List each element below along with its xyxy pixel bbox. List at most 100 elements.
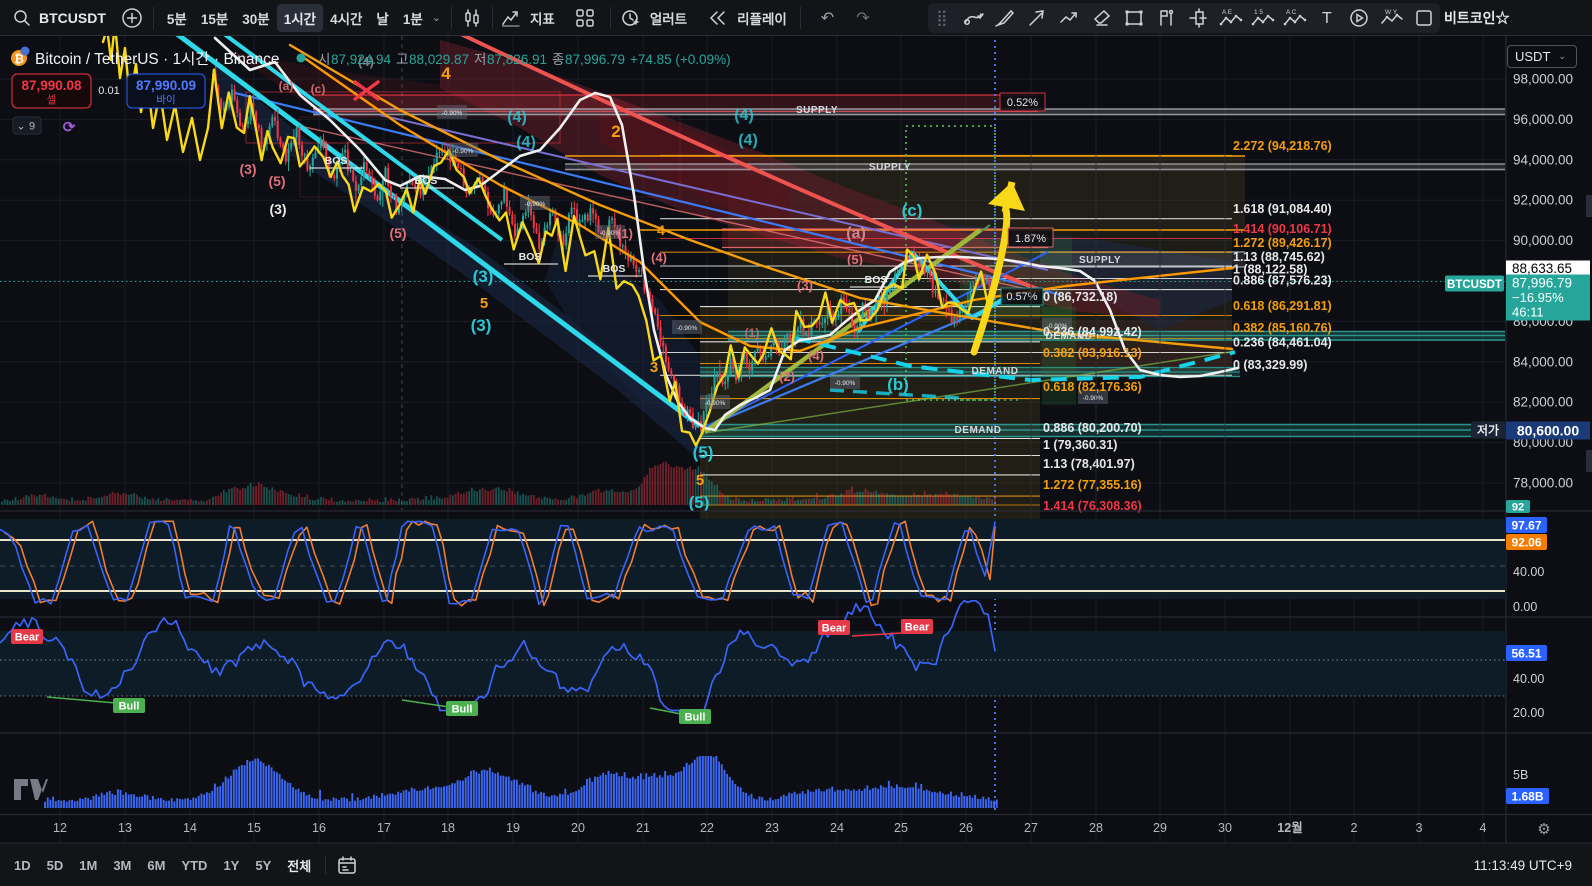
svg-text:BTCUSDT: BTCUSDT [1447, 279, 1502, 291]
svg-text:(4): (4) [651, 250, 667, 265]
svg-text:0.57%: 0.57% [1006, 291, 1037, 303]
svg-text:87,996.79: 87,996.79 [565, 52, 625, 67]
svg-text:₿: ₿ [14, 52, 24, 66]
svg-text:40.00: 40.00 [1513, 565, 1544, 579]
svg-text:1.414 (90,106.71): 1.414 (90,106.71) [1233, 222, 1332, 236]
svg-text:BOS: BOS [603, 263, 626, 275]
svg-text:0.382 (83,916.13): 0.382 (83,916.13) [1043, 346, 1142, 360]
svg-text:46:11: 46:11 [1512, 305, 1544, 320]
svg-text:BOS: BOS [865, 274, 888, 286]
svg-text:-0.90%: -0.90% [677, 325, 698, 332]
svg-text:96,000.00: 96,000.00 [1513, 112, 1573, 127]
svg-text:-0.90%: -0.90% [835, 380, 856, 387]
svg-text:Bear: Bear [15, 632, 40, 644]
svg-text:BOS: BOS [325, 155, 348, 167]
svg-text:(5): (5) [693, 443, 714, 462]
svg-text:56.51: 56.51 [1511, 647, 1541, 661]
svg-text:Bull: Bull [685, 712, 706, 724]
svg-text:80,600.00: 80,600.00 [1517, 423, 1579, 439]
svg-text:(c): (c) [902, 201, 923, 220]
svg-text:3: 3 [1416, 821, 1423, 835]
svg-text:-0.90%: -0.90% [1047, 323, 1068, 330]
svg-text:-0.90%: -0.90% [453, 148, 474, 155]
svg-text:1.68B: 1.68B [1511, 790, 1543, 804]
svg-text:92.06: 92.06 [1511, 536, 1541, 550]
svg-text:-0.90%: -0.90% [600, 230, 621, 237]
svg-text:13: 13 [118, 821, 132, 835]
svg-text:(3): (3) [473, 267, 494, 286]
svg-text:2: 2 [611, 122, 620, 141]
svg-text:92: 92 [1512, 502, 1524, 514]
svg-text:30: 30 [1218, 821, 1232, 835]
svg-text:40.00: 40.00 [1513, 672, 1544, 686]
svg-text:1.414 (76,308.36): 1.414 (76,308.36) [1043, 499, 1142, 513]
svg-text:시: 시 [318, 52, 330, 67]
svg-text:(5): (5) [268, 173, 285, 189]
svg-text:셀: 셀 [47, 94, 57, 106]
svg-text:0.618 (86,291.81): 0.618 (86,291.81) [1233, 299, 1332, 313]
svg-text:바이: 바이 [156, 94, 175, 106]
svg-text:(5): (5) [389, 225, 406, 241]
svg-text:BOS: BOS [415, 175, 438, 187]
svg-text:98,000.00: 98,000.00 [1513, 72, 1573, 87]
svg-text:-0.90%: -0.90% [705, 400, 726, 407]
svg-text:(2): (2) [779, 369, 795, 384]
svg-text:19: 19 [506, 821, 520, 835]
svg-text:1.13 (78,401.97): 1.13 (78,401.97) [1043, 457, 1135, 471]
svg-text:24: 24 [830, 821, 844, 835]
svg-text:(4): (4) [358, 54, 374, 69]
svg-text:DEMAND: DEMAND [955, 425, 1002, 436]
svg-text:88,633.65: 88,633.65 [1512, 261, 1572, 276]
svg-text:1 (79,360.31): 1 (79,360.31) [1043, 438, 1117, 452]
svg-text:5B: 5B [1513, 768, 1528, 782]
svg-text:84,000.00: 84,000.00 [1513, 354, 1573, 369]
svg-text:(3): (3) [269, 201, 286, 217]
svg-text:22: 22 [700, 821, 714, 835]
svg-text:−16.95%: −16.95% [1512, 290, 1564, 305]
svg-text:Bitcoin / TetherUS · 1시간 · Bin: Bitcoin / TetherUS · 1시간 · Binance [35, 50, 279, 68]
svg-text:A C: A C [1286, 9, 1297, 16]
svg-text:+74.85 (+0.09%): +74.85 (+0.09%) [630, 52, 731, 67]
svg-text:BOS: BOS [519, 251, 542, 263]
svg-text:18: 18 [441, 821, 455, 835]
svg-text:(a): (a) [279, 79, 294, 93]
svg-text:(4): (4) [808, 348, 824, 363]
svg-text:T: T [1322, 10, 1332, 27]
svg-text:저가: 저가 [1477, 423, 1499, 438]
svg-text:W Y: W Y [1385, 9, 1398, 16]
svg-text:2: 2 [1351, 821, 1358, 835]
svg-text:4: 4 [441, 64, 451, 83]
svg-text:21: 21 [636, 821, 650, 835]
svg-text:0.382 (85,160.76): 0.382 (85,160.76) [1233, 321, 1332, 335]
svg-text:25: 25 [894, 821, 908, 835]
svg-text:29: 29 [1153, 821, 1167, 835]
svg-text:(c): (c) [311, 82, 326, 96]
svg-text:14: 14 [183, 821, 197, 835]
svg-text:0.00: 0.00 [1513, 600, 1537, 614]
svg-text:DEMAND: DEMAND [972, 366, 1019, 377]
svg-text:(3): (3) [797, 278, 813, 293]
svg-text:87,990.09: 87,990.09 [136, 78, 196, 93]
svg-text:1.13 (88,745.62): 1.13 (88,745.62) [1233, 250, 1325, 264]
svg-text:(5): (5) [689, 493, 710, 512]
svg-text:1 5: 1 5 [1254, 9, 1263, 16]
svg-text:12월: 12월 [1277, 820, 1302, 835]
svg-text:87,990.08: 87,990.08 [21, 78, 82, 93]
svg-text:97.67: 97.67 [1511, 519, 1541, 533]
svg-text:87,924.94: 87,924.94 [331, 52, 392, 67]
svg-text:1 (88,122.58): 1 (88,122.58) [1233, 263, 1307, 277]
svg-text:3: 3 [650, 359, 658, 376]
svg-text:0 (86,732.18): 0 (86,732.18) [1043, 290, 1117, 304]
svg-text:(5): (5) [847, 252, 863, 267]
svg-text:82,000.00: 82,000.00 [1513, 395, 1573, 410]
svg-text:Bear: Bear [822, 623, 847, 635]
svg-text:Bull: Bull [452, 704, 473, 716]
svg-text:20: 20 [571, 821, 585, 835]
svg-text:4: 4 [657, 222, 665, 238]
svg-text:1.618 (91,084.40): 1.618 (91,084.40) [1233, 202, 1332, 216]
svg-text:1.272 (77,355.16): 1.272 (77,355.16) [1043, 478, 1142, 492]
svg-text:-0.90%: -0.90% [1083, 395, 1104, 402]
svg-text:SUPPLY: SUPPLY [869, 162, 911, 173]
svg-text:17: 17 [377, 821, 391, 835]
svg-text:(a): (a) [846, 225, 866, 242]
